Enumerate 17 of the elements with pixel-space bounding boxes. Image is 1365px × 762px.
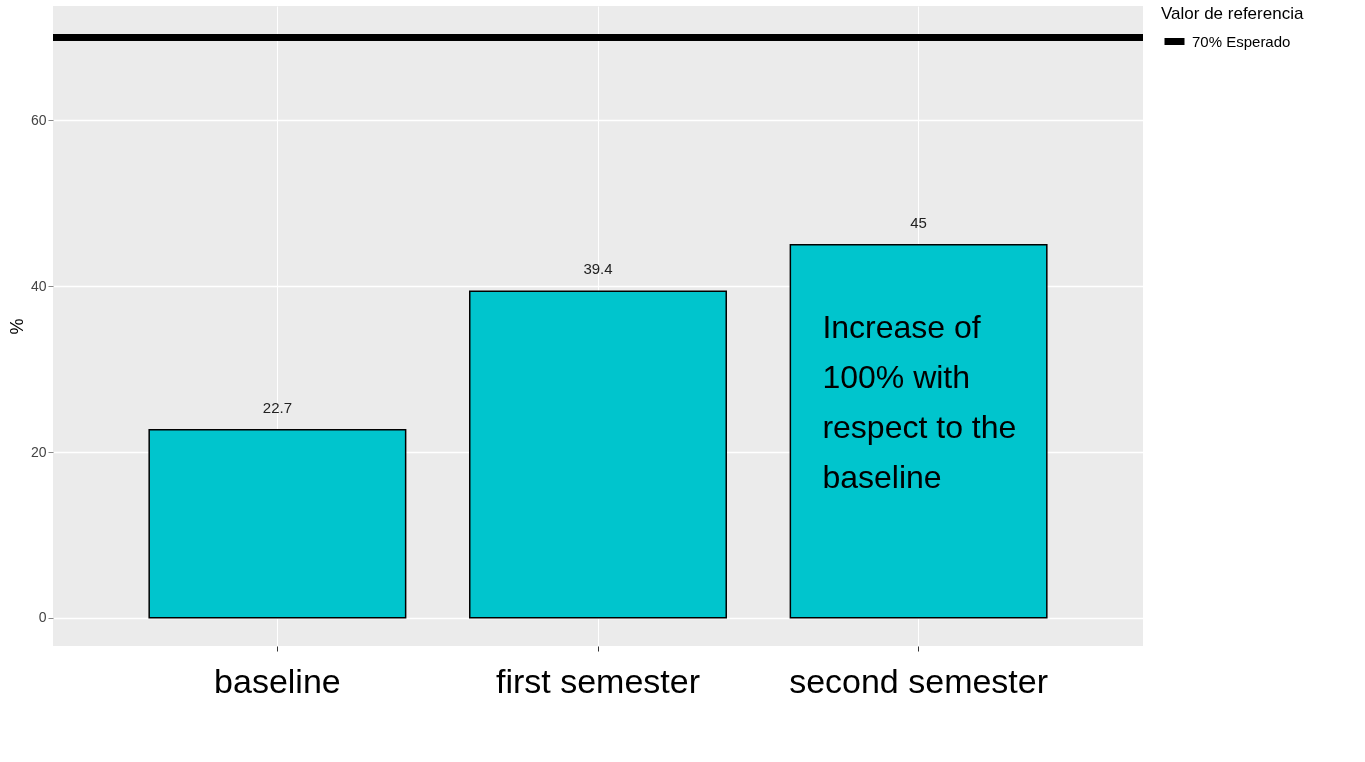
data-label: 39.4 — [583, 260, 613, 278]
bar — [789, 244, 1048, 619]
data-label: 22.7 — [262, 398, 293, 416]
data-label: 45 — [910, 213, 927, 231]
y-tick-label: 40 — [30, 277, 47, 294]
y-tick-label: 0 — [38, 609, 47, 626]
x-tick-label: first semester — [495, 661, 701, 700]
x-tick-label: baseline — [214, 661, 341, 700]
x-tick-label: second semester — [789, 661, 1049, 700]
bar — [469, 290, 727, 619]
bar — [148, 428, 407, 619]
ref-line-label: 70% Esperado — [1192, 32, 1291, 50]
annotation: Increase of 100% with respect to the baseline — [822, 309, 1017, 496]
y-tick-label: 60 — [30, 111, 47, 128]
y-tick-label: 20 — [30, 443, 47, 460]
y-axis-title: % — [6, 318, 27, 335]
legend-title: Valor de referencia — [1161, 4, 1304, 23]
